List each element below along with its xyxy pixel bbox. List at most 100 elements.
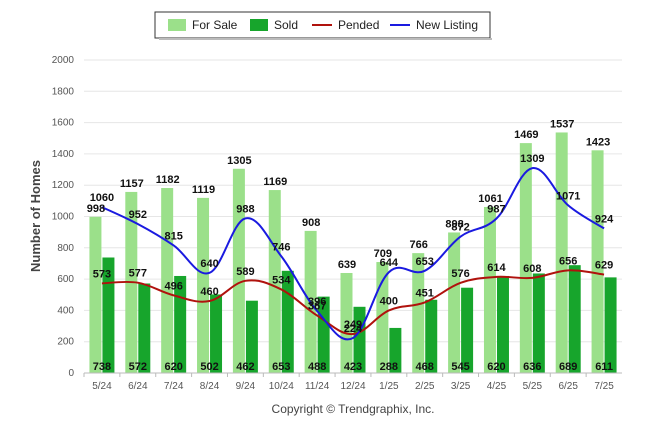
legend-swatch-for-sale: [168, 19, 186, 31]
bar-for-sale: [483, 206, 496, 373]
bars: [89, 132, 617, 373]
label-for-sale: 1119: [192, 184, 215, 196]
label-sold: 611: [595, 361, 613, 373]
label-new-listing: 815: [164, 230, 182, 242]
line-pended: [101, 269, 605, 336]
label-for-sale: 1169: [263, 176, 287, 188]
x-tick-label: 2/25: [415, 381, 435, 392]
bar-for-sale: [448, 232, 461, 373]
legend-label-pended: Pended: [338, 18, 379, 32]
label-for-sale: 1061: [478, 193, 502, 205]
x-tick-label: 5/25: [523, 381, 543, 392]
y-tick-label: 600: [57, 274, 74, 285]
label-pended: 614: [487, 262, 506, 274]
label-sold: 689: [559, 361, 577, 373]
bar-for-sale: [519, 143, 532, 373]
x-tick-label: 3/25: [451, 381, 471, 392]
label-for-sale: 1182: [156, 174, 180, 186]
bar-sold: [461, 287, 474, 373]
label-new-listing: 224: [344, 323, 363, 335]
x-tick-label: 8/24: [200, 381, 220, 392]
label-sold: 288: [380, 361, 398, 373]
x-tick-label: 1/25: [379, 381, 399, 392]
legend-shadow: [159, 38, 492, 40]
bar-sold: [210, 294, 223, 373]
y-tick-label: 1800: [52, 86, 75, 97]
bar-sold: [532, 273, 545, 373]
label-pended: 249: [344, 319, 362, 331]
y-tick-label: 1600: [52, 118, 75, 129]
bar-sold: [138, 283, 151, 373]
x-tick-label: 9/24: [236, 381, 256, 392]
label-pended: 496: [164, 280, 182, 292]
x-tick-label: 10/24: [269, 381, 294, 392]
label-sold: 572: [129, 361, 147, 373]
label-new-listing: 1060: [90, 192, 114, 204]
label-for-sale: 898: [445, 218, 463, 230]
label-pended: 576: [451, 268, 469, 280]
label-for-sale: 766: [410, 239, 428, 251]
label-pended: 534: [272, 274, 291, 286]
label-new-listing: 640: [200, 258, 218, 270]
label-pended: 629: [595, 260, 613, 272]
label-new-listing: 987: [487, 204, 505, 216]
y-axis-title: Number of Homes: [28, 160, 43, 272]
bar-for-sale: [268, 190, 281, 373]
bar-for-sale: [89, 216, 102, 373]
label-sold: 545: [451, 361, 469, 373]
legend-swatch-sold: [250, 19, 268, 31]
label-sold: 636: [523, 361, 541, 373]
bar-sold: [174, 275, 187, 373]
label-pended: 589: [236, 266, 254, 278]
label-for-sale: 1469: [514, 129, 538, 141]
label-sold: 462: [236, 361, 254, 373]
label-sold: 620: [164, 361, 182, 373]
label-new-listing: 924: [595, 213, 614, 225]
x-tick-label: 6/24: [128, 381, 148, 392]
label-sold: 502: [200, 361, 218, 373]
label-pended: 656: [559, 255, 577, 267]
y-tick-label: 1200: [52, 180, 75, 191]
label-pended: 451: [416, 287, 434, 299]
bar-for-sale: [412, 253, 425, 373]
label-for-sale: 639: [338, 259, 356, 271]
label-sold: 488: [308, 361, 326, 373]
y-tick-label: 0: [68, 368, 74, 379]
label-pended: 367: [308, 301, 326, 313]
label-new-listing: 988: [236, 203, 254, 215]
data-labels: 998 1157 1182 1119 1305 1169 908 639 709 766 898 10…: [87, 118, 614, 373]
label-sold: 620: [487, 361, 505, 373]
x-tick-label: 5/24: [92, 381, 112, 392]
label-pended: 460: [200, 286, 218, 298]
label-for-sale: 709: [374, 248, 392, 260]
label-for-sale: 908: [302, 217, 320, 229]
y-tick-label: 400: [57, 305, 74, 316]
label-for-sale: 1305: [227, 155, 251, 167]
label-new-listing: 1309: [520, 153, 544, 165]
label-pended: 573: [93, 268, 111, 280]
label-for-sale: 1537: [550, 118, 574, 130]
label-new-listing: 952: [129, 209, 147, 221]
y-tick-label: 200: [57, 337, 74, 348]
legend-label-new-listing: New Listing: [416, 18, 478, 32]
label-sold: 468: [416, 361, 434, 373]
label-new-listing: 746: [272, 241, 290, 253]
bar-sold: [568, 265, 581, 373]
label-pended: 608: [523, 263, 541, 275]
copyright-text: Copyright © Trendgraphix, Inc.: [272, 402, 435, 416]
legend: For Sale Sold Pended New Listing: [154, 11, 492, 40]
label-pended: 577: [129, 268, 147, 280]
bar-sold: [102, 257, 115, 373]
x-tick-label: 7/25: [594, 381, 614, 392]
label-new-listing: 396: [308, 296, 326, 308]
label-new-listing: 644: [380, 257, 399, 269]
bar-sold: [245, 300, 258, 373]
y-tick-label: 800: [57, 243, 74, 254]
series-lines: [101, 167, 605, 341]
label-for-sale: 998: [87, 203, 105, 215]
y-tick-label: 1000: [52, 212, 75, 223]
x-tick-label: 7/24: [164, 381, 184, 392]
bar-for-sale: [340, 272, 353, 373]
